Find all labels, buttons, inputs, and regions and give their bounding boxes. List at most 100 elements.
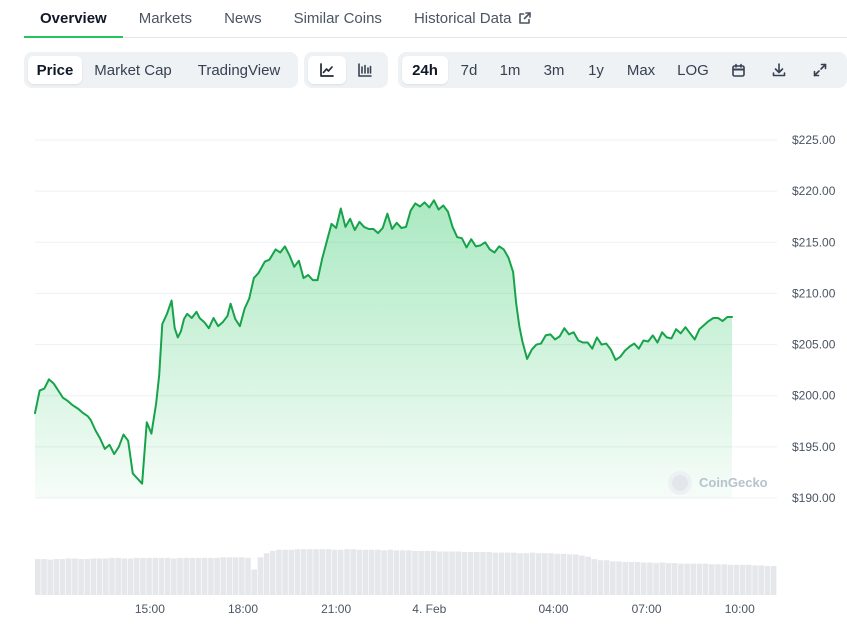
y-tick-label: $215.00 <box>792 235 836 249</box>
volume-bar <box>610 561 616 595</box>
expand-button[interactable] <box>800 56 840 84</box>
download-button[interactable] <box>758 56 800 84</box>
volume-bar <box>684 563 690 595</box>
volume-bar <box>276 549 282 595</box>
range-max-label: Max <box>626 61 656 79</box>
volume-bar <box>702 563 709 595</box>
volume-bar <box>35 559 41 595</box>
coin-tabs: Overview Markets News Similar Coins Hist… <box>24 0 847 38</box>
tab-overview[interactable]: Overview <box>24 0 123 38</box>
volume-bar <box>591 559 598 595</box>
y-tick-label: $190.00 <box>792 491 836 505</box>
tab-similar-coins[interactable]: Similar Coins <box>278 0 398 38</box>
volume-bar <box>406 550 412 595</box>
y-axis-ticks: $225.00 $220.00 $215.00 $210.00 $205.00 $200.… <box>792 133 836 505</box>
volume-bar <box>579 555 585 595</box>
line-chart-button[interactable] <box>308 56 346 84</box>
x-tick-label: 07:00 <box>632 602 662 616</box>
volume-bar <box>764 566 771 595</box>
x-tick-label: 15:00 <box>135 602 165 616</box>
range-1m-button[interactable]: 1m <box>490 56 530 84</box>
candlestick-chart-icon <box>357 62 373 78</box>
calendar-button[interactable] <box>718 56 758 84</box>
volume-bar <box>393 550 400 595</box>
volume-bar <box>727 564 734 595</box>
x-tick-label: 04:00 <box>538 602 568 616</box>
volume-bar <box>41 559 47 595</box>
volume-bar <box>492 552 499 595</box>
y-tick-label: $220.00 <box>792 184 836 198</box>
view-market-cap-button[interactable]: Market Cap <box>82 56 184 84</box>
volume-bar <box>103 558 109 595</box>
volume-bar <box>504 552 511 595</box>
volume-bar <box>480 552 486 595</box>
volume-bar <box>59 559 66 595</box>
expand-icon <box>812 62 828 78</box>
log-scale-button[interactable]: LOG <box>668 56 718 84</box>
volume-bar <box>758 565 765 595</box>
range-7d-button[interactable]: 7d <box>448 56 490 84</box>
volume-bar <box>90 558 97 595</box>
volume-bar <box>690 563 697 595</box>
volume-bar <box>640 562 647 595</box>
view-selector: Price Market Cap TradingView <box>24 52 298 88</box>
volume-bar <box>665 563 672 595</box>
volume-bar <box>208 557 214 595</box>
range-24h-button[interactable]: 24h <box>402 56 448 84</box>
tab-similar-coins-label: Similar Coins <box>293 10 382 27</box>
tab-news[interactable]: News <box>208 0 278 38</box>
volume-bar <box>375 549 381 595</box>
volume-bar <box>72 558 78 595</box>
volume-bar <box>708 564 715 595</box>
volume-bar <box>486 552 492 595</box>
range-24h-label: 24h <box>412 61 438 79</box>
range-1y-label: 1y <box>588 61 604 79</box>
volume-bar <box>226 557 233 595</box>
range-3m-label: 3m <box>543 61 565 79</box>
x-tick-label: 18:00 <box>228 602 258 616</box>
volume-bar <box>294 549 301 595</box>
volume-bar <box>109 557 115 595</box>
view-price-button[interactable]: Price <box>28 56 82 84</box>
range-max-button[interactable]: Max <box>614 56 668 84</box>
volume-bar <box>461 552 468 595</box>
volume-bar <box>121 558 128 595</box>
volume-bar <box>220 557 227 595</box>
volume-bar <box>418 550 424 595</box>
volume-bar <box>752 565 758 595</box>
volume-bar <box>678 563 684 595</box>
volume-bar <box>387 549 394 595</box>
volume-bar <box>467 552 474 595</box>
y-tick-label: $195.00 <box>792 440 836 454</box>
volume-bar <box>195 557 202 595</box>
volume-bar <box>721 564 727 595</box>
volume-bars <box>35 549 777 595</box>
volume-bar <box>424 550 431 595</box>
volume-bar <box>517 553 523 595</box>
x-tick-label: 4. Feb <box>412 602 446 616</box>
range-selector: 24h 7d 1m 3m 1y Max LOG <box>398 52 847 88</box>
volume-bar <box>770 566 777 595</box>
volume-bar <box>535 553 542 595</box>
price-chart[interactable]: $225.00 $220.00 $215.00 $210.00 $205.00 $200.… <box>0 100 847 627</box>
volume-bar <box>152 557 159 595</box>
volume-bar <box>542 553 548 595</box>
volume-bar <box>554 553 560 595</box>
volume-bar <box>282 549 288 595</box>
range-1y-button[interactable]: 1y <box>578 56 614 84</box>
tab-markets[interactable]: Markets <box>123 0 208 38</box>
coingecko-watermark: CoinGecko <box>668 471 768 495</box>
calendar-icon <box>731 63 746 78</box>
y-tick-label: $210.00 <box>792 286 836 300</box>
volume-bar <box>288 549 295 595</box>
volume-bar <box>412 550 418 595</box>
range-3m-button[interactable]: 3m <box>530 56 578 84</box>
view-tradingview-button[interactable]: TradingView <box>184 56 294 84</box>
tab-historical-data-label: Historical Data <box>413 10 512 27</box>
volume-bar <box>572 554 579 595</box>
volume-bar <box>455 551 462 595</box>
volume-bar <box>381 550 387 595</box>
volume-bar <box>115 557 121 595</box>
tab-historical-data[interactable]: Historical Data <box>398 0 549 38</box>
candlestick-chart-button[interactable] <box>346 56 384 84</box>
